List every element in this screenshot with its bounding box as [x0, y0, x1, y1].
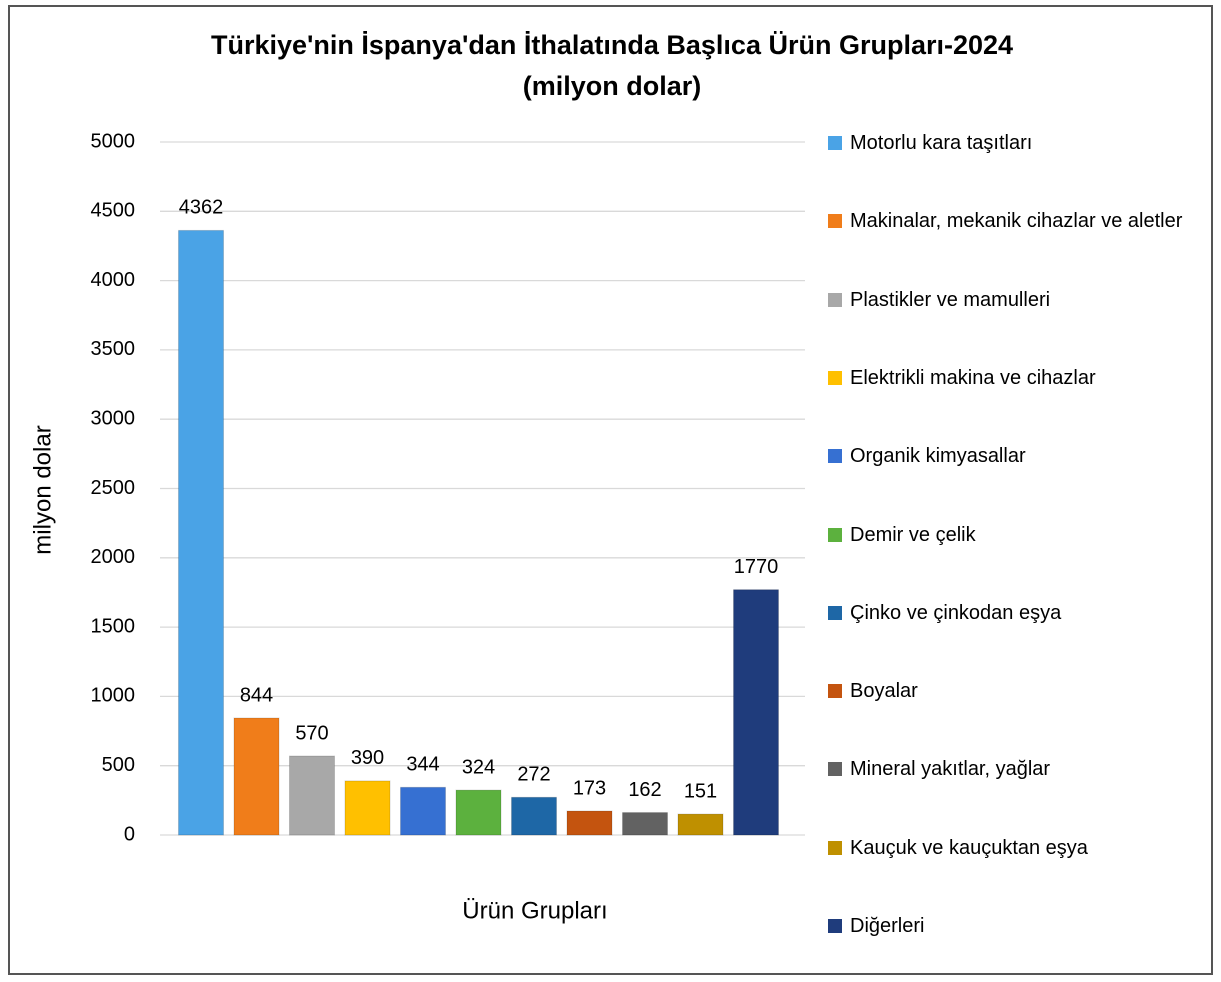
legend-item: Boyalar [828, 675, 1198, 707]
legend-swatch [828, 919, 842, 933]
bar [289, 755, 335, 836]
legend-item: Plastikler ve mamulleri [828, 284, 1198, 316]
legend-swatch [828, 684, 842, 699]
legend-swatch [828, 292, 842, 307]
bar [178, 229, 224, 836]
legend-label: Kauçuk ve kauçuktan eşya [850, 836, 1088, 859]
data-label: 4362 [179, 197, 224, 219]
legend-item: Diğerleri [828, 910, 1198, 942]
legend-swatch [828, 370, 842, 385]
y-tick-label: 5000 [91, 130, 136, 152]
y-tick-label: 1000 [91, 685, 136, 707]
legend-label: Motorlu kara taşıtları [850, 132, 1033, 154]
data-label: 272 [517, 764, 550, 786]
bar [455, 789, 502, 836]
y-tick-label: 500 [102, 754, 135, 776]
bar [677, 813, 724, 836]
legend-item: Demir ve çelik [828, 519, 1198, 551]
chart-subtitle: (milyon dolar) [523, 71, 702, 101]
legend-swatch [828, 214, 842, 229]
data-label: 151 [684, 780, 717, 802]
legend-item: Elektrikli makina ve cihazlar [828, 362, 1198, 394]
data-label: 173 [573, 777, 606, 799]
legend-item: Kauçuk ve kauçuktan eşya [828, 832, 1198, 864]
legend-swatch [828, 136, 842, 150]
legend-item: Makinalar, mekanik cihazlar ve aletler [828, 205, 1198, 237]
legend-label: Demir ve çelik [850, 523, 976, 546]
legend-item: Çinko ve çinkodan eşya [828, 597, 1198, 629]
y-tick-label: 2500 [91, 477, 136, 499]
bar [400, 786, 446, 836]
y-tick-label: 0 [124, 823, 135, 845]
data-label: 344 [406, 754, 439, 776]
y-tick-label: 4000 [91, 269, 136, 291]
y-axis-label: milyon dolar [29, 425, 56, 554]
data-label: 570 [295, 722, 328, 744]
y-tick-label: 4500 [91, 200, 136, 222]
legend-label: Çinko ve çinkodan eşya [850, 601, 1062, 624]
legend-label: Makinalar, mekanik cihazlar ve aletler [850, 210, 1183, 233]
data-label: 1770 [734, 556, 779, 578]
y-tick-label: 2000 [91, 546, 136, 568]
chart-title: Türkiye'nin İspanya'dan İthalatında Başl… [211, 30, 1013, 60]
bar [733, 589, 779, 836]
data-label: 844 [240, 684, 273, 706]
y-tick-label: 3000 [91, 407, 136, 429]
bar [566, 810, 613, 836]
legend-item: Mineral yakıtlar, yağlar [828, 753, 1198, 785]
y-tick-label: 3500 [91, 338, 136, 360]
legend-item: Organik kimyasallar [828, 440, 1198, 472]
legend-label: Mineral yakıtlar, yağlar [850, 758, 1051, 781]
data-label: 324 [462, 756, 495, 778]
chart-frame [8, 5, 1213, 975]
legend-swatch [828, 449, 842, 464]
legend-label: Elektrikli makina ve cihazlar [850, 366, 1096, 389]
legend-swatch [828, 605, 842, 620]
bar [233, 717, 280, 836]
data-label: 390 [351, 747, 384, 769]
legend-swatch [828, 762, 842, 777]
x-axis-label: Ürün Grupları [462, 897, 607, 924]
data-label: 162 [628, 779, 661, 801]
legend-label: Plastikler ve mamulleri [850, 288, 1051, 311]
bar [622, 812, 668, 836]
legend-item: Motorlu kara taşıtları [828, 127, 1198, 159]
legend-label: Diğerleri [850, 915, 925, 937]
bar [344, 780, 391, 836]
y-tick-label: 1500 [91, 615, 136, 637]
legend-label: Organik kimyasallar [850, 445, 1026, 468]
legend-swatch [828, 840, 842, 855]
legend-label: Boyalar [850, 680, 918, 703]
bar [511, 796, 557, 836]
legend-swatch [828, 527, 842, 542]
